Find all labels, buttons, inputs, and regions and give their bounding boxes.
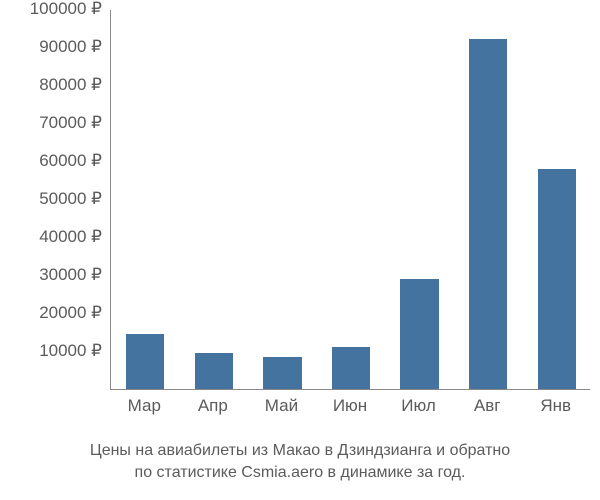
caption-line-1: Цены на авиабилеты из Макао в Дзиндзианг… [0,440,600,462]
y-tick-label: 30000 ₽ [2,265,102,285]
y-tick-label: 70000 ₽ [2,113,102,133]
y-tick-label: 20000 ₽ [2,303,102,323]
x-tick-label: Июл [401,396,436,416]
plot-area [110,10,590,390]
y-tick-label: 100000 ₽ [2,0,102,19]
x-tick-label: Май [265,396,298,416]
bar [263,357,301,389]
y-tick-label: 50000 ₽ [2,189,102,209]
bar [126,334,164,389]
bar [469,39,507,389]
y-tick-label: 60000 ₽ [2,151,102,171]
y-axis: 10000 ₽ 20000 ₽ 30000 ₽ 40000 ₽ 50000 ₽ 60000… [0,10,110,390]
x-tick-label: Авг [474,396,501,416]
y-tick-label: 90000 ₽ [2,37,102,57]
y-tick-label: 10000 ₽ [2,341,102,361]
bar [332,347,370,389]
caption-line-2: по статистике Csmia.aero в динамике за г… [0,462,600,484]
chart-caption: Цены на авиабилеты из Макао в Дзиндзианг… [0,440,600,483]
x-tick-label: Июн [333,396,367,416]
bar [400,279,438,389]
price-chart: 10000 ₽ 20000 ₽ 30000 ₽ 40000 ₽ 50000 ₽ 60000… [0,10,600,430]
x-tick-label: Апр [198,396,228,416]
bar [538,169,576,389]
bar [195,353,233,389]
y-tick-label: 80000 ₽ [2,75,102,95]
x-tick-label: Мар [128,396,161,416]
y-tick-label: 40000 ₽ [2,227,102,247]
x-axis: Мар Апр Май Июн Июл Авг Янв [110,390,590,430]
x-tick-label: Янв [540,396,571,416]
